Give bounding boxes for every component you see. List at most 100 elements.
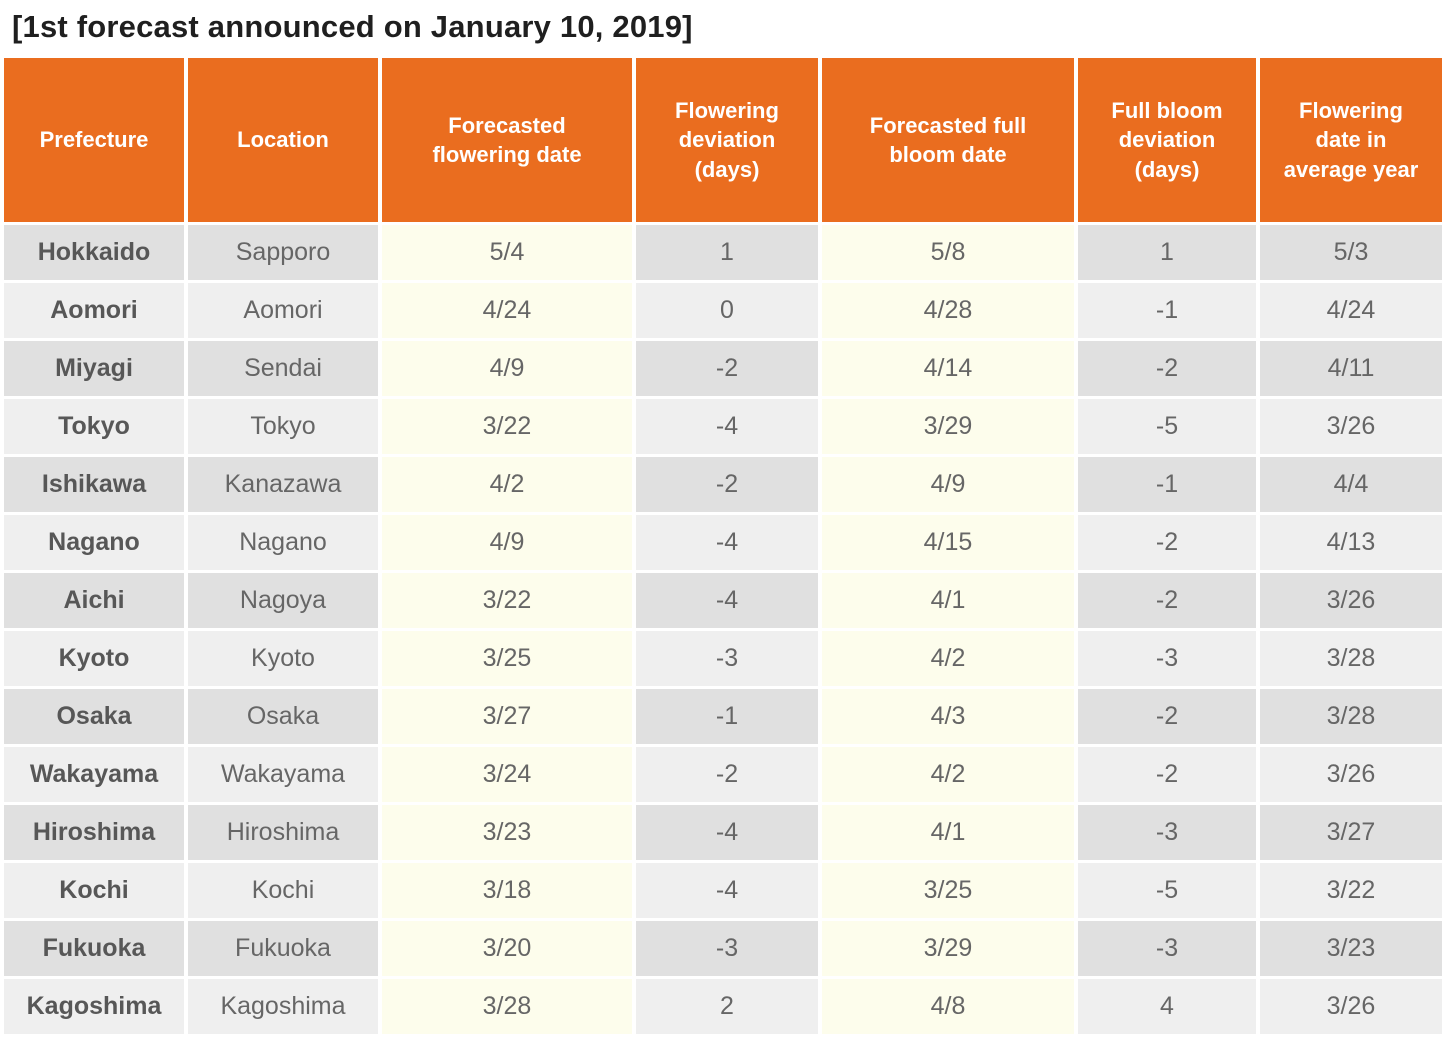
cell-prefecture: Osaka [4, 689, 184, 744]
table-row: Hokkaido Sapporo 5/4 1 5/8 1 5/3 [4, 225, 1442, 280]
cell-flowering-date-average-year: 3/26 [1260, 573, 1442, 628]
table-row: Nagano Nagano 4/9 -4 4/15 -2 4/13 [4, 515, 1442, 570]
cell-forecasted-flowering-date: 3/27 [382, 689, 632, 744]
cell-forecasted-flowering-date: 4/9 [382, 341, 632, 396]
cell-full-bloom-deviation-days: -1 [1078, 283, 1256, 338]
cell-flowering-deviation-days: 2 [636, 979, 818, 1034]
cell-forecasted-flowering-date: 3/28 [382, 979, 632, 1034]
cell-prefecture: Miyagi [4, 341, 184, 396]
cell-location: Sendai [188, 341, 378, 396]
cell-prefecture: Tokyo [4, 399, 184, 454]
cell-forecasted-full-bloom-date: 4/1 [822, 805, 1074, 860]
table-row: Tokyo Tokyo 3/22 -4 3/29 -5 3/26 [4, 399, 1442, 454]
cell-flowering-date-average-year: 3/28 [1260, 631, 1442, 686]
cell-full-bloom-deviation-days: 1 [1078, 225, 1256, 280]
table-body: Hokkaido Sapporo 5/4 1 5/8 1 5/3 Aomori Aomori 4/… [4, 225, 1442, 1034]
cell-forecasted-full-bloom-date: 4/8 [822, 979, 1074, 1034]
cell-forecasted-flowering-date: 3/22 [382, 573, 632, 628]
cell-full-bloom-deviation-days: -2 [1078, 573, 1256, 628]
table-row: Kyoto Kyoto 3/25 -3 4/2 -3 3/28 [4, 631, 1442, 686]
table-row: Kochi Kochi 3/18 -4 3/25 -5 3/22 [4, 863, 1442, 918]
header-row: Prefecture Location Forecasted flowering d… [4, 58, 1442, 222]
cell-flowering-deviation-days: -4 [636, 573, 818, 628]
cell-location: Wakayama [188, 747, 378, 802]
cell-prefecture: Ishikawa [4, 457, 184, 512]
cell-flowering-date-average-year: 4/11 [1260, 341, 1442, 396]
cell-full-bloom-deviation-days: -1 [1078, 457, 1256, 512]
cell-prefecture: Wakayama [4, 747, 184, 802]
cell-flowering-deviation-days: -4 [636, 805, 818, 860]
cell-flowering-date-average-year: 4/13 [1260, 515, 1442, 570]
cell-prefecture: Fukuoka [4, 921, 184, 976]
cell-prefecture: Kochi [4, 863, 184, 918]
cell-flowering-deviation-days: -1 [636, 689, 818, 744]
cell-forecasted-flowering-date: 4/2 [382, 457, 632, 512]
cell-flowering-deviation-days: -3 [636, 921, 818, 976]
cell-forecasted-flowering-date: 3/23 [382, 805, 632, 860]
cell-flowering-date-average-year: 3/22 [1260, 863, 1442, 918]
cell-forecasted-flowering-date: 5/4 [382, 225, 632, 280]
cell-flowering-deviation-days: 0 [636, 283, 818, 338]
table-row: Kagoshima Kagoshima 3/28 2 4/8 4 3/26 [4, 979, 1442, 1034]
table-row: Miyagi Sendai 4/9 -2 4/14 -2 4/11 [4, 341, 1442, 396]
cell-flowering-date-average-year: 3/28 [1260, 689, 1442, 744]
cell-location: Tokyo [188, 399, 378, 454]
cell-prefecture: Nagano [4, 515, 184, 570]
cell-location: Kochi [188, 863, 378, 918]
cell-full-bloom-deviation-days: -3 [1078, 805, 1256, 860]
cell-forecasted-full-bloom-date: 3/25 [822, 863, 1074, 918]
table-row: Wakayama Wakayama 3/24 -2 4/2 -2 3/26 [4, 747, 1442, 802]
cell-full-bloom-deviation-days: -3 [1078, 921, 1256, 976]
cell-forecasted-flowering-date: 3/24 [382, 747, 632, 802]
cell-prefecture: Aomori [4, 283, 184, 338]
cell-full-bloom-deviation-days: 4 [1078, 979, 1256, 1034]
cell-flowering-deviation-days: -4 [636, 515, 818, 570]
cell-forecasted-full-bloom-date: 4/2 [822, 631, 1074, 686]
cell-flowering-date-average-year: 4/4 [1260, 457, 1442, 512]
table-header: Prefecture Location Forecasted flowering d… [4, 58, 1442, 222]
cell-full-bloom-deviation-days: -3 [1078, 631, 1256, 686]
cell-prefecture: Hokkaido [4, 225, 184, 280]
cell-flowering-deviation-days: -2 [636, 747, 818, 802]
cell-location: Osaka [188, 689, 378, 744]
cell-forecasted-full-bloom-date: 4/9 [822, 457, 1074, 512]
cell-full-bloom-deviation-days: -5 [1078, 399, 1256, 454]
cell-location: Kyoto [188, 631, 378, 686]
cell-flowering-date-average-year: 4/24 [1260, 283, 1442, 338]
cell-flowering-deviation-days: -3 [636, 631, 818, 686]
cell-location: Fukuoka [188, 921, 378, 976]
cell-prefecture: Aichi [4, 573, 184, 628]
cell-flowering-date-average-year: 3/27 [1260, 805, 1442, 860]
table-row: Osaka Osaka 3/27 -1 4/3 -2 3/28 [4, 689, 1442, 744]
page-title: [1st forecast announced on January 10, 2… [12, 9, 693, 44]
cell-location: Hiroshima [188, 805, 378, 860]
cell-full-bloom-deviation-days: -2 [1078, 689, 1256, 744]
cell-flowering-date-average-year: 5/3 [1260, 225, 1442, 280]
table-row: Hiroshima Hiroshima 3/23 -4 4/1 -3 3/27 [4, 805, 1442, 860]
cell-location: Kanazawa [188, 457, 378, 512]
cell-full-bloom-deviation-days: -2 [1078, 747, 1256, 802]
cell-location: Nagoya [188, 573, 378, 628]
cell-flowering-date-average-year: 3/26 [1260, 979, 1442, 1034]
cell-flowering-date-average-year: 3/26 [1260, 399, 1442, 454]
cell-forecasted-full-bloom-date: 5/8 [822, 225, 1074, 280]
column-header-full-bloom-deviation-days: Full bloom deviation (days) [1078, 58, 1256, 222]
table-row: Fukuoka Fukuoka 3/20 -3 3/29 -3 3/23 [4, 921, 1442, 976]
cell-location: Nagano [188, 515, 378, 570]
cell-forecasted-full-bloom-date: 3/29 [822, 921, 1074, 976]
cell-forecasted-full-bloom-date: 4/15 [822, 515, 1074, 570]
column-header-forecasted-full-bloom-date: Forecasted full bloom date [822, 58, 1074, 222]
table-row: Aomori Aomori 4/24 0 4/28 -1 4/24 [4, 283, 1442, 338]
cell-full-bloom-deviation-days: -5 [1078, 863, 1256, 918]
cell-flowering-deviation-days: -2 [636, 341, 818, 396]
cell-forecasted-full-bloom-date: 4/1 [822, 573, 1074, 628]
cell-prefecture: Hiroshima [4, 805, 184, 860]
cell-prefecture: Kyoto [4, 631, 184, 686]
cell-flowering-deviation-days: -4 [636, 399, 818, 454]
cell-location: Kagoshima [188, 979, 378, 1034]
cell-location: Aomori [188, 283, 378, 338]
table-row: Ishikawa Kanazawa 4/2 -2 4/9 -1 4/4 [4, 457, 1442, 512]
cell-forecasted-full-bloom-date: 3/29 [822, 399, 1074, 454]
cell-full-bloom-deviation-days: -2 [1078, 341, 1256, 396]
column-header-flowering-deviation-days: Flowering deviation (days) [636, 58, 818, 222]
